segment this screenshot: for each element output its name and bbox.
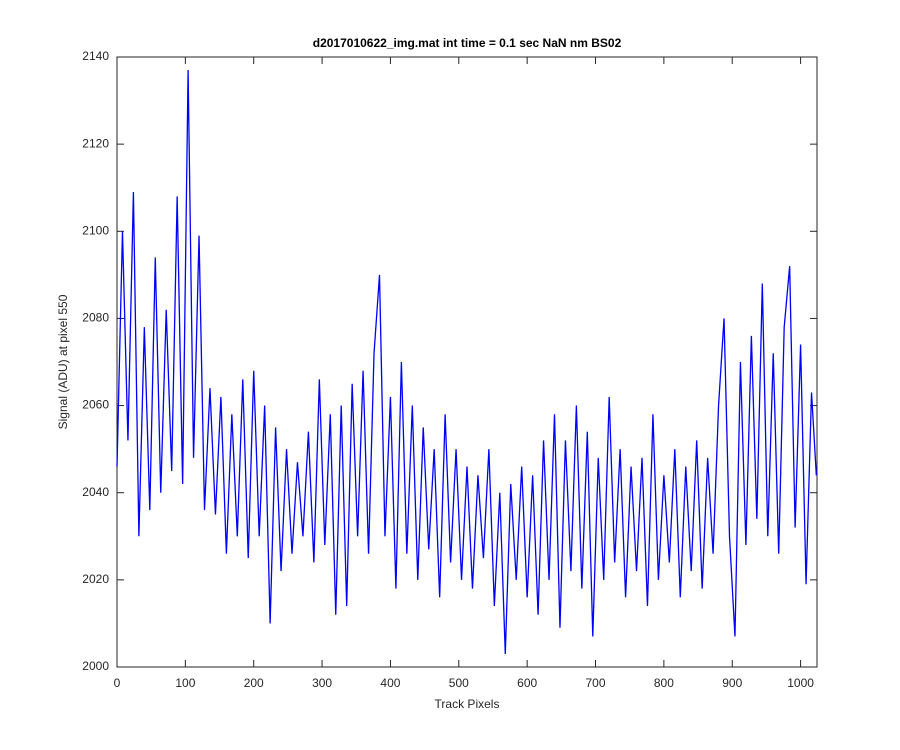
- x-tick-label: 1000: [787, 676, 814, 690]
- x-tick-label: 700: [586, 676, 606, 690]
- data-line: [116, 70, 817, 654]
- x-tick-label: 900: [722, 676, 742, 690]
- x-axis-label: Track Pixels: [435, 697, 500, 711]
- x-tick-label: 400: [380, 676, 400, 690]
- x-tick-label: 800: [654, 676, 674, 690]
- y-axis-label: Signal (ADU) at pixel 550: [56, 294, 70, 429]
- x-tick-label: 500: [449, 676, 469, 690]
- y-tick-label: 2080: [82, 311, 109, 325]
- y-tick-label: 2040: [82, 485, 109, 499]
- x-tick-label: 300: [312, 676, 332, 690]
- x-tick-label: 100: [175, 676, 195, 690]
- x-tick-label: 200: [244, 676, 264, 690]
- axes-box: [116, 56, 818, 668]
- y-tick-label: 2140: [82, 49, 109, 63]
- y-tick-label: 2060: [82, 398, 109, 412]
- y-tick-label: 2120: [82, 136, 109, 150]
- y-tick-label: 2000: [82, 659, 109, 673]
- y-tick-label: 2020: [82, 572, 109, 586]
- chart-title: d2017010622_img.mat int time = 0.1 sec N…: [313, 36, 622, 50]
- x-tick-label: 0: [114, 676, 121, 690]
- x-tick-label: 600: [517, 676, 537, 690]
- y-tick-label: 2100: [82, 223, 109, 237]
